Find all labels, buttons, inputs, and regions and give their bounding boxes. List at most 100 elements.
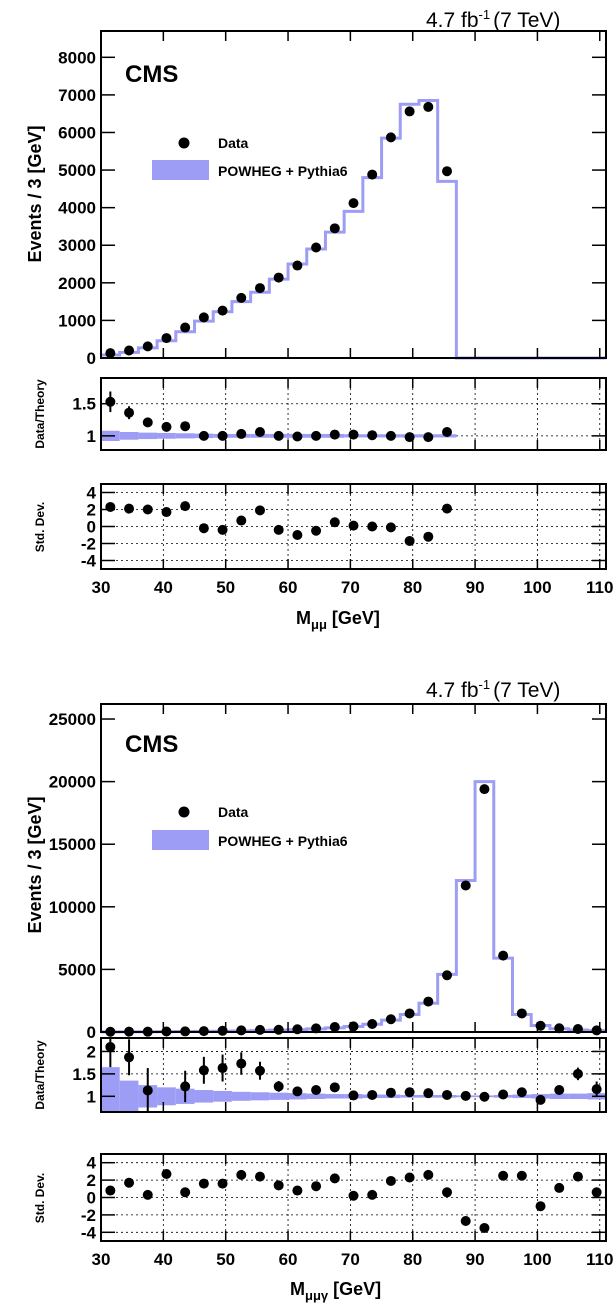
y-tick-label: 1.5 <box>72 395 96 414</box>
data-point <box>385 1087 396 1098</box>
data-point <box>217 1063 228 1074</box>
y-tick-label: 1 <box>87 1087 96 1106</box>
x-axis-title-top: Mμμ [GeV] <box>296 608 380 632</box>
data-point <box>142 341 153 352</box>
data-point <box>423 432 434 443</box>
data-point <box>329 1021 340 1032</box>
data-point <box>198 523 209 534</box>
mc-histogram <box>101 99 606 360</box>
pull-frame-bottom <box>100 1153 607 1242</box>
top-figure: 4.7 fb-1 (7 TeV) 010002000300040005000600… <box>25 7 613 632</box>
data-point <box>479 1222 490 1233</box>
data-point <box>180 501 191 512</box>
mc-histogram <box>101 780 606 1034</box>
cms-label-bottom: CMS <box>125 731 178 758</box>
data-point <box>367 1189 378 1200</box>
data-point <box>479 1091 490 1102</box>
y-tick-label: 2000 <box>58 274 96 293</box>
theory-band-segment <box>325 1094 345 1099</box>
data-point <box>385 1175 396 1186</box>
theory-band-segment <box>119 1080 139 1112</box>
x-axis-title-bottom: Mμμγ [GeV] <box>290 1279 381 1303</box>
ratio-panel-top: 11.5 <box>72 378 606 450</box>
y-tick-label: 2 <box>87 501 96 520</box>
data-point <box>442 970 453 981</box>
legend-mc-swatch <box>152 830 209 850</box>
ratio-panel-bottom: 11.52 <box>72 1038 606 1112</box>
data-point <box>180 322 191 333</box>
data-point <box>273 430 284 441</box>
data-point <box>423 1088 434 1099</box>
data-point <box>460 1090 471 1101</box>
data-point <box>180 1187 191 1198</box>
data-point <box>404 535 415 546</box>
data-point <box>217 1178 228 1189</box>
theory-band-segment <box>306 1093 326 1099</box>
x-tick-label: 30 <box>92 1250 111 1269</box>
data-point <box>554 1023 565 1034</box>
ratio-frame-bottom <box>100 1037 607 1113</box>
data-point <box>311 525 322 536</box>
x-tick-label: 40 <box>154 578 173 597</box>
main-frame-bottom <box>100 703 607 1033</box>
data-point <box>124 407 135 418</box>
y-tick-label: 7000 <box>58 86 96 105</box>
legend-data-label: Data <box>218 804 249 820</box>
data-point <box>161 333 172 344</box>
theory-band-segment <box>157 432 176 439</box>
data-point <box>311 1085 322 1096</box>
x-tick-label: 30 <box>92 578 111 597</box>
data-point <box>217 430 228 441</box>
data-point <box>217 524 228 535</box>
data-point <box>236 1025 247 1036</box>
data-point <box>236 428 247 439</box>
data-point <box>292 260 303 271</box>
data-point <box>442 1187 453 1198</box>
theory-band-segment <box>119 432 139 440</box>
legend-mc-swatch <box>152 160 209 180</box>
data-point <box>161 1169 172 1180</box>
data-point <box>572 1068 583 1079</box>
data-point <box>367 169 378 180</box>
data-point <box>591 1187 602 1198</box>
data-point <box>198 430 209 441</box>
data-point <box>423 1169 434 1180</box>
y-tick-label: -4 <box>81 552 97 571</box>
theory-band-segment <box>568 1093 588 1099</box>
data-point <box>498 1089 509 1100</box>
x-tick-label: 80 <box>403 1250 422 1269</box>
data-point <box>442 1089 453 1100</box>
data-point <box>105 1185 116 1196</box>
y-tick-label: -2 <box>81 535 96 554</box>
x-tick-label: 90 <box>466 1250 485 1269</box>
data-point <box>198 1065 209 1076</box>
data-point <box>142 504 153 515</box>
theory-band-segment <box>549 1093 569 1099</box>
data-point <box>124 1052 135 1063</box>
data-point <box>198 312 209 323</box>
data-point <box>311 242 322 253</box>
y-tick-label: 25000 <box>49 710 96 729</box>
theory-band-segment <box>231 1091 251 1101</box>
data-point <box>348 1190 359 1201</box>
data-point <box>367 1089 378 1100</box>
x-tick-label: 70 <box>341 1250 360 1269</box>
y-axis-title-top: Events / 3 [GeV] <box>25 125 45 262</box>
theory-band-segment <box>101 1067 120 1112</box>
x-tick-label: 50 <box>216 1250 235 1269</box>
x-tick-label: 70 <box>341 578 360 597</box>
pull-axis-title-bottom: Std. Dev. <box>33 1173 47 1223</box>
data-point <box>273 1081 284 1092</box>
data-point <box>591 1084 602 1095</box>
lumi-label-top: 4.7 fb-1 (7 TeV) <box>426 7 560 32</box>
data-point <box>572 1171 583 1182</box>
data-point <box>329 1082 340 1093</box>
data-point <box>236 292 247 303</box>
y-tick-label: 0 <box>87 349 96 368</box>
data-point <box>273 1024 284 1035</box>
x-tick-label: 110 <box>586 1250 613 1269</box>
y-tick-label: 20000 <box>49 773 96 792</box>
data-point <box>367 1018 378 1029</box>
